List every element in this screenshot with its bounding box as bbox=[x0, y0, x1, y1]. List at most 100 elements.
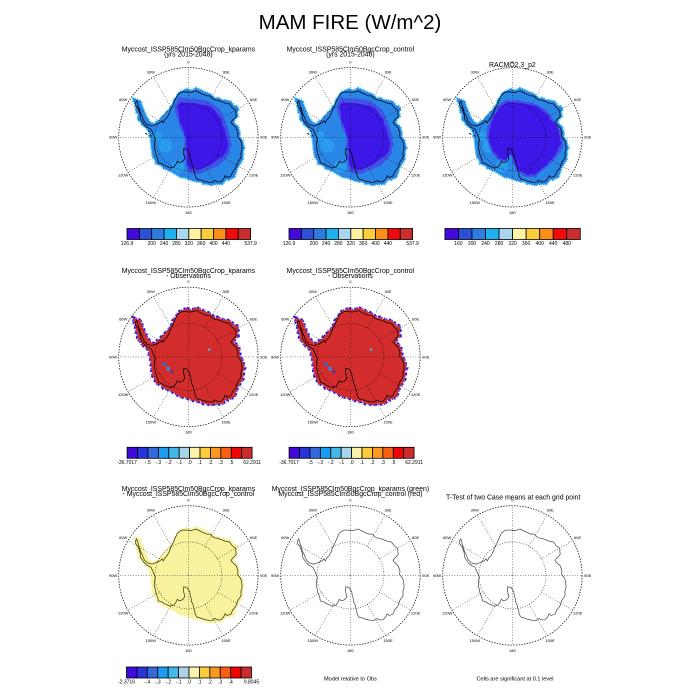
svg-text:120W: 120W bbox=[118, 610, 129, 615]
svg-text:360: 360 bbox=[359, 241, 368, 247]
svg-text:120W: 120W bbox=[118, 172, 129, 177]
svg-text:0: 0 bbox=[187, 279, 190, 284]
svg-text:.2: .2 bbox=[208, 460, 212, 466]
svg-text:0: 0 bbox=[187, 59, 190, 64]
svg-text:30W: 30W bbox=[471, 508, 479, 513]
svg-text:0: 0 bbox=[511, 498, 514, 503]
svg-text:60E: 60E bbox=[412, 535, 419, 540]
svg-text:90W: 90W bbox=[433, 573, 441, 578]
svg-text:150E: 150E bbox=[221, 420, 231, 425]
svg-text:.2: .2 bbox=[208, 680, 212, 686]
svg-text:Myccost_ISSP585Clm50BgcCrop_kp: Myccost_ISSP585Clm50BgcCrop_kparams (gre… bbox=[272, 486, 429, 493]
svg-text:400: 400 bbox=[371, 241, 380, 247]
svg-text:30W: 30W bbox=[471, 70, 479, 75]
svg-text:30E: 30E bbox=[546, 508, 553, 513]
svg-text:0: 0 bbox=[349, 59, 352, 64]
svg-text:120W: 120W bbox=[118, 392, 129, 397]
svg-text:150W: 150W bbox=[146, 420, 157, 425]
svg-text:90E: 90E bbox=[260, 354, 267, 359]
svg-text:150E: 150E bbox=[383, 638, 393, 643]
svg-text:537.9: 537.9 bbox=[406, 241, 419, 247]
svg-text:90E: 90E bbox=[422, 354, 429, 359]
svg-text:180: 180 bbox=[347, 210, 354, 215]
svg-text:90W: 90W bbox=[271, 573, 279, 578]
svg-text:180: 180 bbox=[509, 210, 516, 215]
svg-text:60E: 60E bbox=[412, 317, 419, 322]
svg-text:126.9: 126.9 bbox=[121, 241, 134, 247]
svg-text:9.8045: 9.8045 bbox=[244, 680, 260, 686]
svg-text:.1: .1 bbox=[360, 460, 364, 466]
svg-text:30E: 30E bbox=[384, 70, 391, 75]
svg-text:180: 180 bbox=[185, 210, 192, 215]
svg-text:150W: 150W bbox=[470, 638, 481, 643]
svg-text:240: 240 bbox=[160, 241, 169, 247]
svg-text:120W: 120W bbox=[442, 172, 453, 177]
svg-text:90E: 90E bbox=[260, 135, 267, 140]
svg-text:150E: 150E bbox=[221, 200, 231, 205]
svg-text:120E: 120E bbox=[411, 392, 421, 397]
svg-text:-.3: -.3 bbox=[317, 460, 323, 466]
svg-text:120W: 120W bbox=[280, 392, 291, 397]
svg-text:90E: 90E bbox=[260, 573, 267, 578]
svg-text:400: 400 bbox=[536, 241, 545, 247]
svg-text:30E: 30E bbox=[384, 289, 391, 294]
svg-text:440: 440 bbox=[222, 241, 231, 247]
svg-text:90E: 90E bbox=[584, 573, 591, 578]
svg-text:.0: .0 bbox=[187, 680, 191, 686]
svg-text:120E: 120E bbox=[249, 392, 259, 397]
svg-text:90W: 90W bbox=[433, 135, 441, 140]
svg-text:0: 0 bbox=[187, 498, 190, 503]
svg-text:150W: 150W bbox=[308, 638, 319, 643]
svg-text:30E: 30E bbox=[222, 289, 229, 294]
svg-text:-.1: -.1 bbox=[338, 460, 344, 466]
svg-text:120W: 120W bbox=[280, 610, 291, 615]
svg-text:- Observations: - Observations bbox=[328, 273, 373, 280]
svg-text:-.2: -.2 bbox=[165, 680, 171, 686]
svg-text:60W: 60W bbox=[443, 535, 451, 540]
svg-text:60W: 60W bbox=[119, 97, 127, 102]
svg-text:60E: 60E bbox=[250, 535, 257, 540]
svg-text:60W: 60W bbox=[281, 317, 289, 322]
svg-text:150W: 150W bbox=[146, 638, 157, 643]
svg-text:120E: 120E bbox=[411, 610, 421, 615]
svg-text:280: 280 bbox=[334, 241, 343, 247]
svg-text:- Observations: - Observations bbox=[166, 273, 211, 280]
svg-text:280: 280 bbox=[495, 241, 504, 247]
svg-text:150E: 150E bbox=[545, 200, 555, 205]
svg-text:60W: 60W bbox=[281, 535, 289, 540]
svg-text:180: 180 bbox=[347, 430, 354, 435]
svg-text:360: 360 bbox=[522, 241, 531, 247]
svg-text:400: 400 bbox=[209, 241, 218, 247]
svg-text:30W: 30W bbox=[147, 70, 155, 75]
svg-text:-.1: -.1 bbox=[176, 680, 182, 686]
svg-text:30W: 30W bbox=[147, 289, 155, 294]
svg-text:.3: .3 bbox=[218, 680, 222, 686]
svg-text:90E: 90E bbox=[584, 135, 591, 140]
svg-text:30W: 30W bbox=[309, 289, 317, 294]
svg-text:440: 440 bbox=[549, 241, 558, 247]
svg-text:537.9: 537.9 bbox=[244, 241, 257, 247]
svg-text:180: 180 bbox=[509, 648, 516, 653]
svg-text:30W: 30W bbox=[147, 508, 155, 513]
svg-text:90W: 90W bbox=[271, 135, 279, 140]
svg-text:120E: 120E bbox=[249, 610, 259, 615]
svg-text:(yrs 2015-2048): (yrs 2015-2048) bbox=[164, 51, 213, 58]
svg-text:60E: 60E bbox=[412, 97, 419, 102]
svg-text:- Myccost_ISSP585Clm50BgcCrop_: - Myccost_ISSP585Clm50BgcCrop_control bbox=[123, 491, 255, 498]
svg-text:150E: 150E bbox=[383, 200, 393, 205]
svg-text:90E: 90E bbox=[422, 573, 429, 578]
svg-text:-.1: -.1 bbox=[176, 460, 182, 466]
svg-text:90W: 90W bbox=[271, 354, 279, 359]
svg-text:62.2911: 62.2911 bbox=[243, 460, 261, 466]
svg-text:30W: 30W bbox=[309, 508, 317, 513]
svg-text:90W: 90W bbox=[109, 354, 117, 359]
svg-text:0: 0 bbox=[349, 279, 352, 284]
svg-text:60W: 60W bbox=[443, 97, 451, 102]
svg-text:.2: .2 bbox=[370, 460, 374, 466]
svg-text:-.3: -.3 bbox=[155, 680, 161, 686]
svg-text:200: 200 bbox=[310, 241, 319, 247]
svg-text:320: 320 bbox=[508, 241, 517, 247]
svg-text:60E: 60E bbox=[574, 535, 581, 540]
svg-text:150E: 150E bbox=[221, 638, 231, 643]
svg-text:440: 440 bbox=[384, 241, 393, 247]
